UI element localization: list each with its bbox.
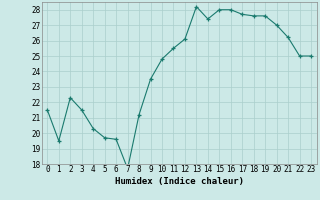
X-axis label: Humidex (Indice chaleur): Humidex (Indice chaleur) [115,177,244,186]
